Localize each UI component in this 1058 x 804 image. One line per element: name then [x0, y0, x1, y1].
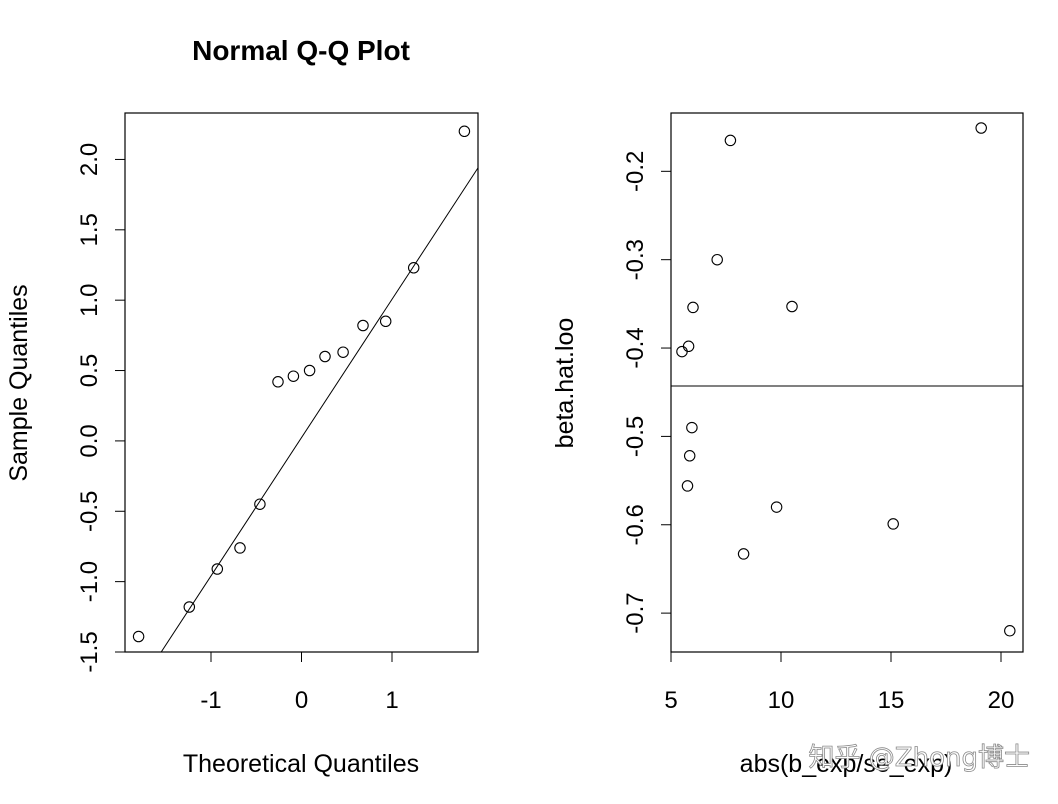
- qq-data-point: [379, 315, 392, 328]
- loo-x-tick-label: 5: [664, 687, 677, 714]
- watermark: 知乎 @Zhong博士: [809, 743, 1030, 773]
- loo-data-point: [786, 300, 798, 313]
- qq-x-tick-label: 1: [385, 687, 398, 714]
- loo-y-tick-label: -0.7: [622, 592, 649, 633]
- qq-data-point: [132, 630, 145, 643]
- loo-x-axis-label: abs(b_exp/se_exp): [740, 750, 953, 778]
- loo-y-tick-label: -0.5: [622, 416, 649, 457]
- qq-data-point: [458, 125, 471, 138]
- qq-data-point: [287, 370, 300, 382]
- qq-y-tick-label: -1.5: [76, 631, 103, 672]
- qq-data-point: [407, 262, 420, 274]
- loo-data-point: [687, 301, 699, 314]
- loo-data-point: [724, 134, 737, 147]
- loo-x-tick-label: 15: [878, 687, 905, 714]
- loo-y-axis-label: beta.hat.loo: [551, 318, 579, 449]
- loo-data-point: [887, 518, 899, 530]
- qq-plot-frame: [124, 112, 479, 653]
- qq-y-tick-label: -0.5: [76, 491, 103, 532]
- qq-plot-title: Normal Q-Q Plot: [192, 35, 410, 66]
- loo-data-point: [686, 421, 698, 434]
- qq-data-point: [357, 319, 369, 332]
- qq-x-tick-label: 0: [295, 687, 308, 714]
- qq-y-tick-label: -1.0: [76, 561, 103, 602]
- loo-data-point: [975, 122, 987, 134]
- qq-y-tick-label: 1.5: [76, 213, 103, 246]
- loo-scatter-panel: 5 10 15 20 -0.7 -0.6 -0.5 -0.4 -0.3 -0.2 abs(b_e…: [551, 112, 1024, 778]
- qq-data-point: [337, 346, 349, 358]
- qq-x-tick-label: -1: [200, 687, 221, 714]
- loo-data-point: [676, 345, 688, 358]
- loo-y-tick-label: -0.3: [622, 239, 649, 280]
- qq-data-point: [211, 563, 224, 575]
- loo-data-point: [711, 253, 723, 266]
- loo-data-point: [683, 450, 696, 462]
- loo-scatter-frame: [670, 112, 1024, 653]
- qq-data-point: [183, 601, 196, 613]
- qq-y-tick-label: 0.5: [76, 354, 103, 387]
- loo-y-tick-label: -0.6: [622, 504, 649, 545]
- loo-data-point: [770, 501, 783, 513]
- qq-data-point: [272, 376, 284, 388]
- qq-y-axis-label: Sample Quantiles: [5, 284, 33, 481]
- qq-plot-panel: Normal Q-Q Plot -1 0 1 -1.5 -1.0 -0.5 0.0 0.5 1…: [5, 35, 479, 778]
- loo-y-tick-label: -0.2: [622, 151, 649, 192]
- loo-data-point: [1004, 625, 1016, 637]
- loo-data-point: [681, 480, 694, 492]
- qq-x-axis-label: Theoretical Quantiles: [183, 750, 419, 778]
- qq-reference-line: [160, 167, 478, 652]
- qq-y-tick-label: 2.0: [76, 143, 103, 176]
- loo-data-point: [737, 548, 750, 560]
- qq-data-point: [254, 498, 266, 510]
- loo-data-point: [682, 340, 695, 353]
- qq-y-tick-label: 0.0: [76, 424, 103, 457]
- loo-x-tick-label: 20: [988, 687, 1015, 714]
- loo-x-tick-label: 10: [768, 687, 795, 714]
- qq-y-tick-label: 1.0: [76, 284, 103, 317]
- loo-y-tick-label: -0.4: [622, 327, 649, 368]
- qq-data-point: [234, 542, 246, 554]
- qq-data-point: [303, 364, 316, 377]
- qq-data-point: [319, 350, 331, 363]
